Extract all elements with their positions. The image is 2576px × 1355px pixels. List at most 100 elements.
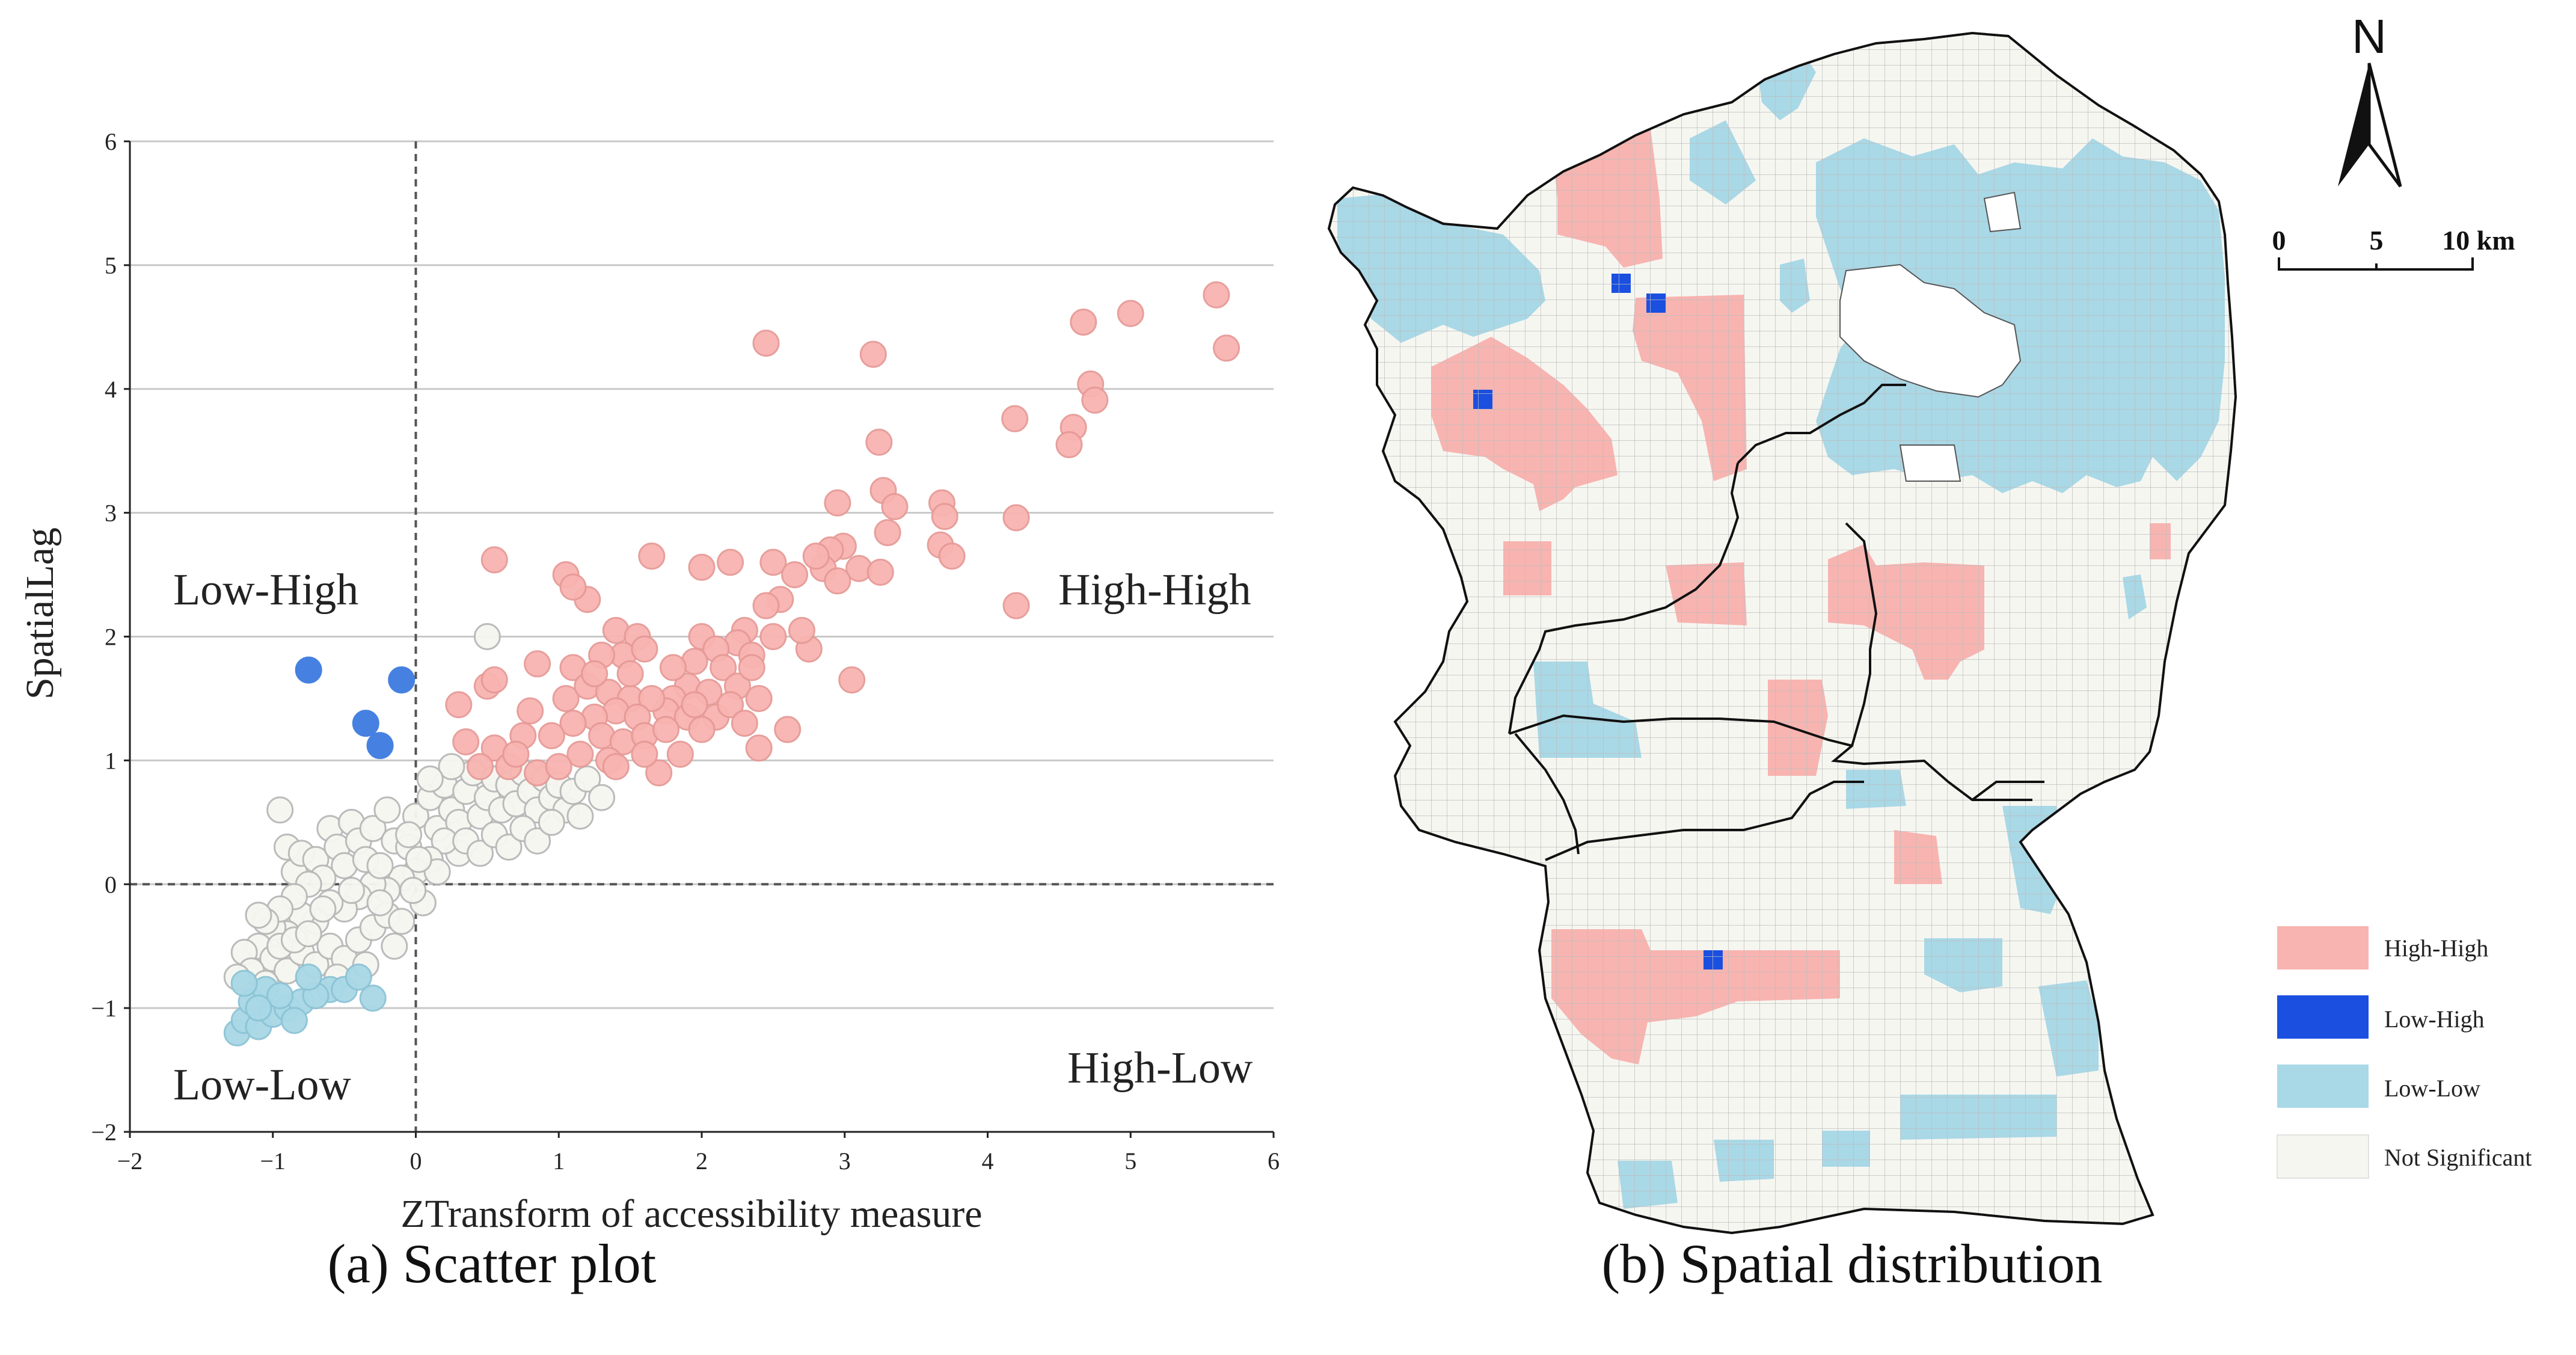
point-not-significant [399,877,427,905]
point-high-high [452,728,480,755]
point-high-high [859,340,887,368]
point-high-high [866,558,894,586]
point-not-significant [574,765,601,793]
quadrant-label-low-high: Low-High [173,565,358,615]
point-high-high [559,573,587,601]
point-not-significant [266,796,294,824]
point-high-high [1117,300,1144,327]
point-high-high [566,740,594,768]
point-high-high [538,722,565,749]
point-not-significant [423,858,451,886]
point-low-high [295,656,322,684]
y-tick-label: 0 [105,871,117,898]
north-arrow-icon-right [2367,63,2402,188]
point-high-high [666,740,694,768]
point-high-high [645,759,673,787]
point-not-significant [395,821,423,849]
y-tick-label: 1 [105,747,117,774]
point-not-significant [524,827,551,855]
point-not-significant [381,932,408,960]
point-low-high [366,732,394,760]
lake-hole [1839,263,2022,398]
point-not-significant [309,895,337,923]
point-high-high [681,691,708,719]
point-high-high [1002,592,1030,619]
point-low-low [295,963,322,991]
x-tick-label: 6 [1268,1148,1280,1175]
point-high-high [745,684,773,712]
point-high-high [938,542,966,570]
point-high-high [781,561,809,589]
x-tick-label: 2 [696,1148,708,1175]
legend-swatch-low-low [2277,1065,2369,1108]
point-high-high [745,734,773,762]
district-boundary [1509,714,1853,747]
point-low-low [359,985,387,1012]
point-low-high [388,666,416,694]
point-high-high [559,710,587,737]
point-high-high [1213,334,1240,362]
point-high-high [802,542,830,570]
map-grid-area [1329,33,2236,1233]
point-high-high [552,684,580,712]
x-tick-label: 4 [982,1148,994,1175]
point-not-significant [388,908,416,935]
point-high-high [931,503,958,530]
point-not-significant [466,840,494,867]
x-axis-label: ZTransform of accessibility measure [400,1192,982,1236]
legend-label-high-high: High-High [2384,935,2488,962]
point-high-high [865,428,893,456]
y-tick-label: −2 [91,1119,117,1146]
point-not-significant [566,802,594,830]
point-high-high [1002,504,1030,532]
legend-swatch-not-significant [2277,1134,2369,1179]
legend-label-not-significant: Not Significant [2384,1144,2532,1171]
point-high-high [1070,309,1097,336]
map-caption: (b) Spatial distribution [1601,1233,2102,1294]
point-high-high [874,519,901,547]
scale-label-10: 10 km [2442,225,2515,256]
north-arrow-icon [2338,63,2369,186]
district-boundary [1831,522,2032,801]
point-high-high [824,567,851,595]
north-label: N [2352,10,2387,63]
point-not-significant [359,815,387,843]
x-tick-label: −1 [260,1148,286,1175]
point-high-high [524,650,551,678]
map-outline [1327,31,2237,1235]
data-points [223,281,1240,1046]
point-high-high [502,740,530,768]
x-tick-label: 1 [553,1148,565,1175]
point-low-low [266,982,294,1010]
point-high-high [759,548,787,576]
district-boundary [1737,384,1906,464]
point-high-high [1055,431,1083,458]
point-not-significant [366,889,394,917]
point-high-high [1203,281,1230,309]
y-tick-label: 4 [105,376,117,403]
scale-label-0: 0 [2272,225,2286,256]
grid-overlay [1329,33,2236,1233]
scatter-caption: (a) Scatter plot [328,1233,657,1294]
quadrant-label-low-low: Low-Low [173,1060,351,1110]
point-high-high [731,710,758,737]
point-high-high [752,330,780,357]
point-high-high [631,740,658,768]
point-low-low [230,969,258,997]
quadrant-label-high-high: High-High [1058,565,1251,615]
point-not-significant [373,796,401,824]
map-legend: High-High Low-High Low-Low Not Significa… [2277,926,2532,1179]
point-high-high [774,716,802,743]
point-not-significant [538,808,565,836]
point-high-high [480,546,508,574]
spatial-distribution-map: N 0 5 10 km High-High Low-High Low-Low N… [1327,10,2532,1294]
x-tick-label: 3 [839,1148,851,1175]
x-tick-label: 5 [1124,1148,1136,1175]
x-tick-labels: −2 −1 0 1 2 3 4 5 6 [117,1132,1280,1175]
point-high-high [638,684,666,712]
legend-swatch-low-high [2277,995,2369,1039]
district-boundary [1545,781,1864,861]
lake-hole [1983,191,2022,233]
y-tick-label: 3 [105,500,117,527]
